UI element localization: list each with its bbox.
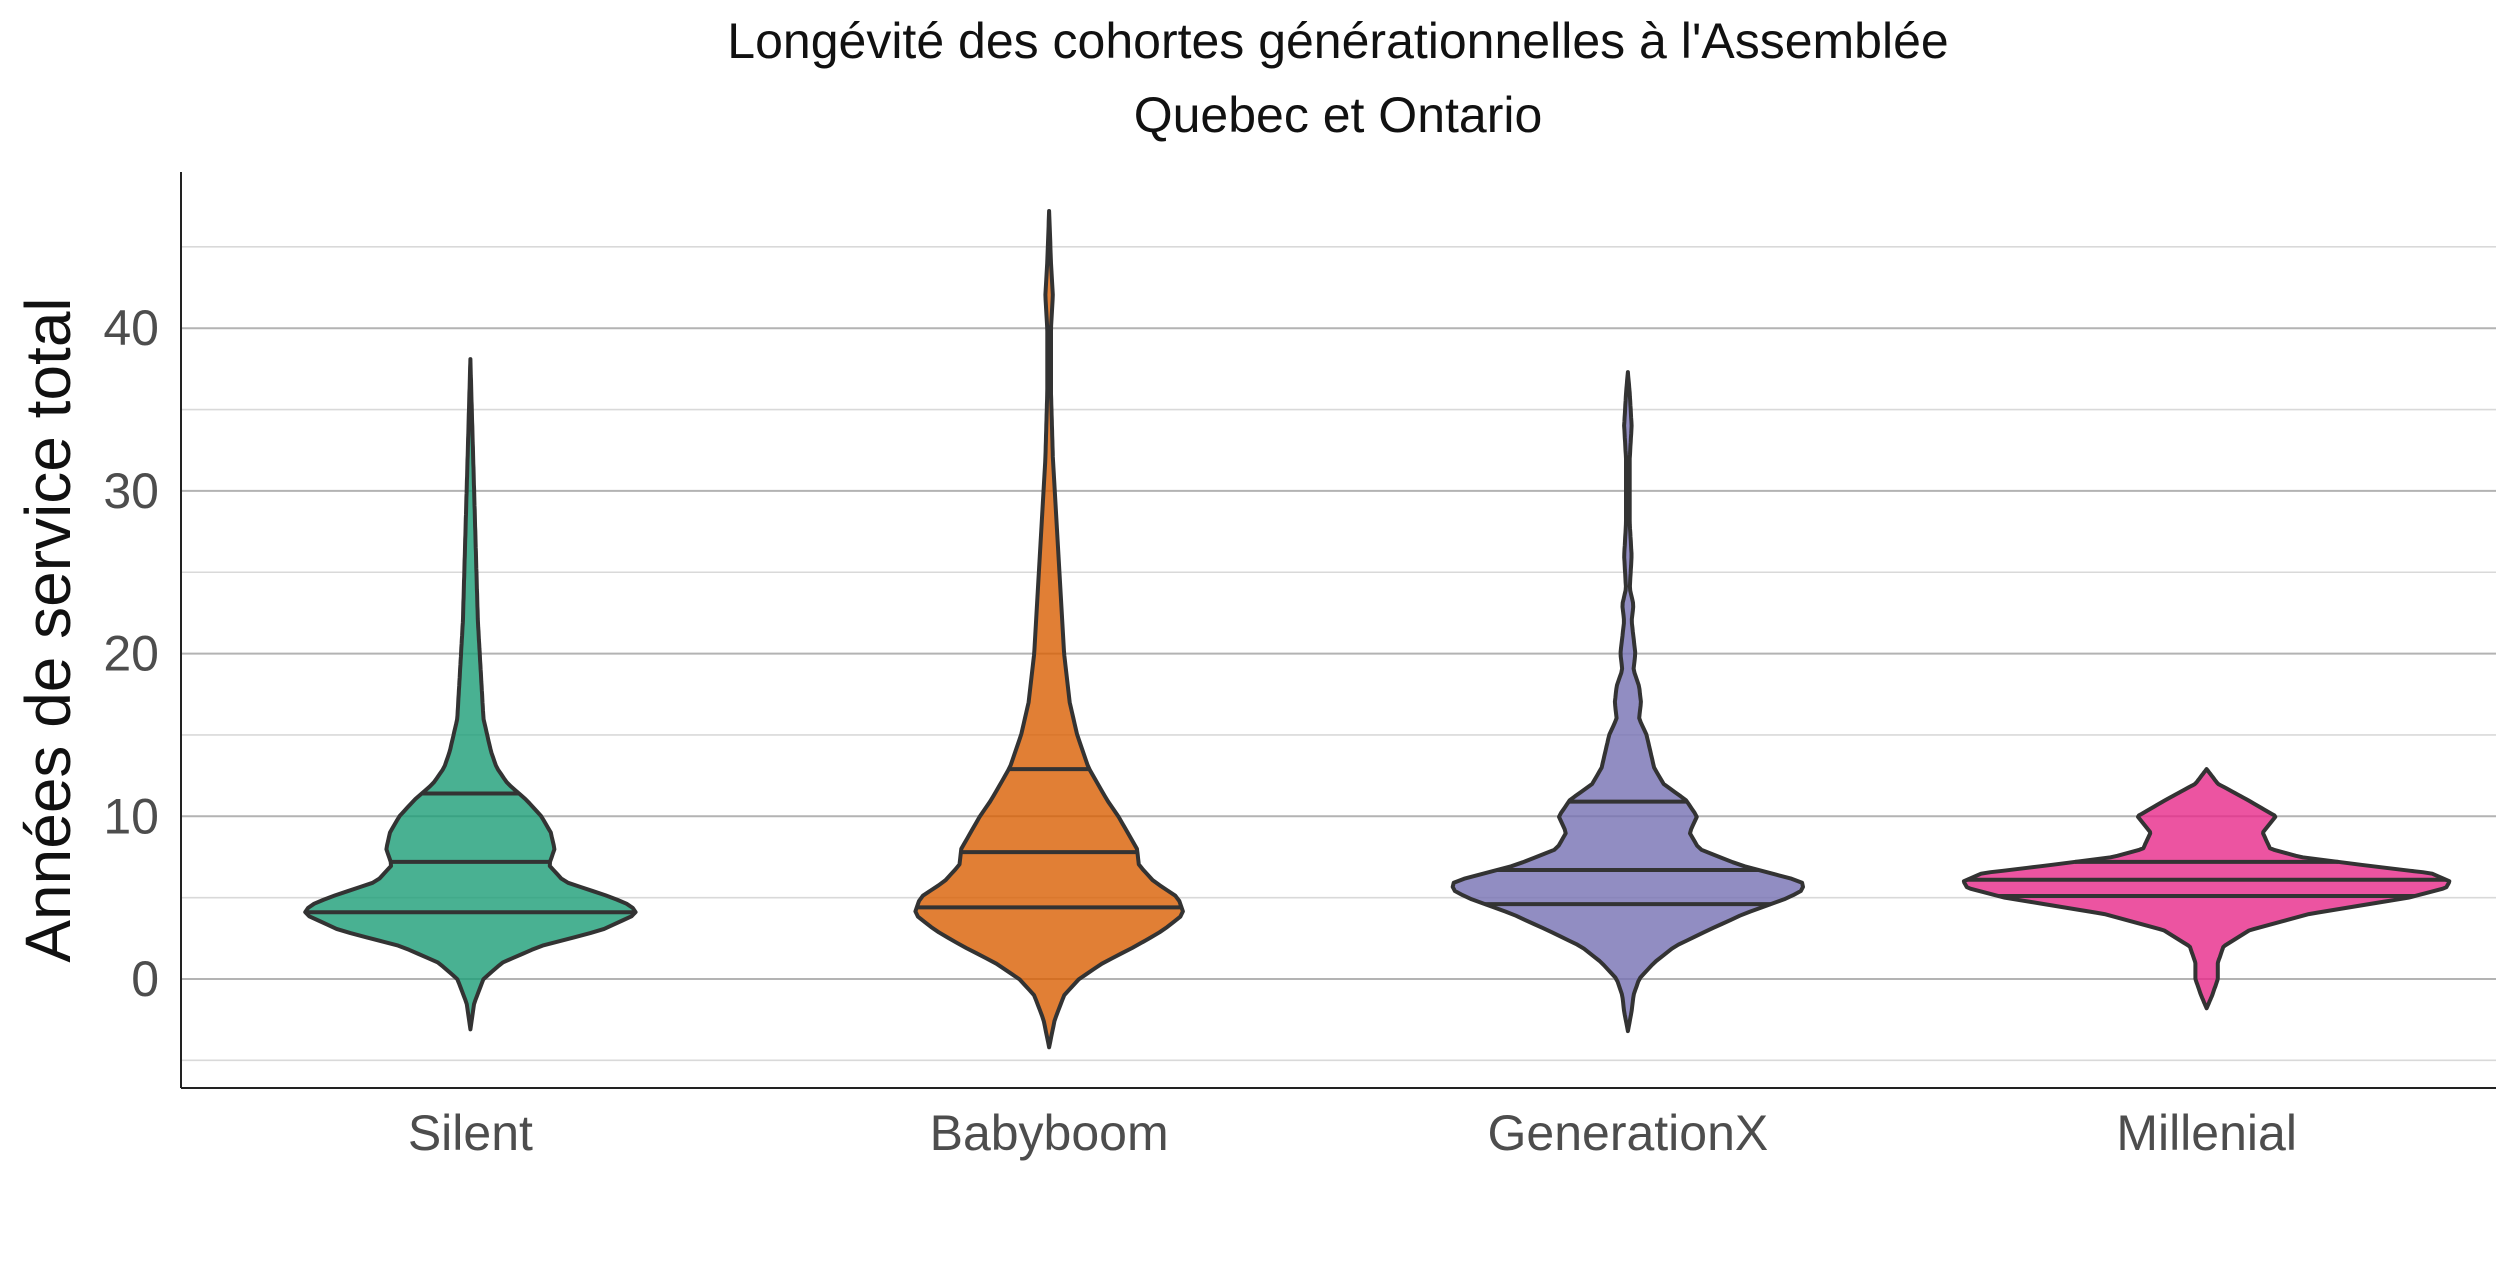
violin-millenial [1961, 767, 2452, 1011]
violin-generationx [1450, 370, 1805, 1034]
axes: 0 10 20 30 40 Silent Babyboom GenerationX Millen… [103, 172, 2496, 1161]
x-tick-label: GenerationX [1488, 1105, 1769, 1161]
y-tick-label: 0 [131, 951, 159, 1007]
y-tick-label: 30 [103, 463, 159, 519]
x-tick-label: Babyboom [930, 1105, 1169, 1161]
violin-babyboom [913, 209, 1185, 1050]
y-axis-title: Années de service total [12, 297, 84, 962]
y-tick-label: 10 [103, 788, 159, 844]
violins [303, 209, 2452, 1050]
x-tick-label: Silent [408, 1105, 533, 1161]
violin-silent [303, 357, 638, 1032]
y-tick-label: 40 [103, 300, 159, 356]
x-tick-label: Millenial [2116, 1105, 2297, 1161]
chart-subtitle: Quebec et Ontario [1134, 87, 1543, 143]
chart-title: Longévité des cohortes générationnelles … [727, 13, 1948, 69]
y-tick-label: 20 [103, 626, 159, 682]
